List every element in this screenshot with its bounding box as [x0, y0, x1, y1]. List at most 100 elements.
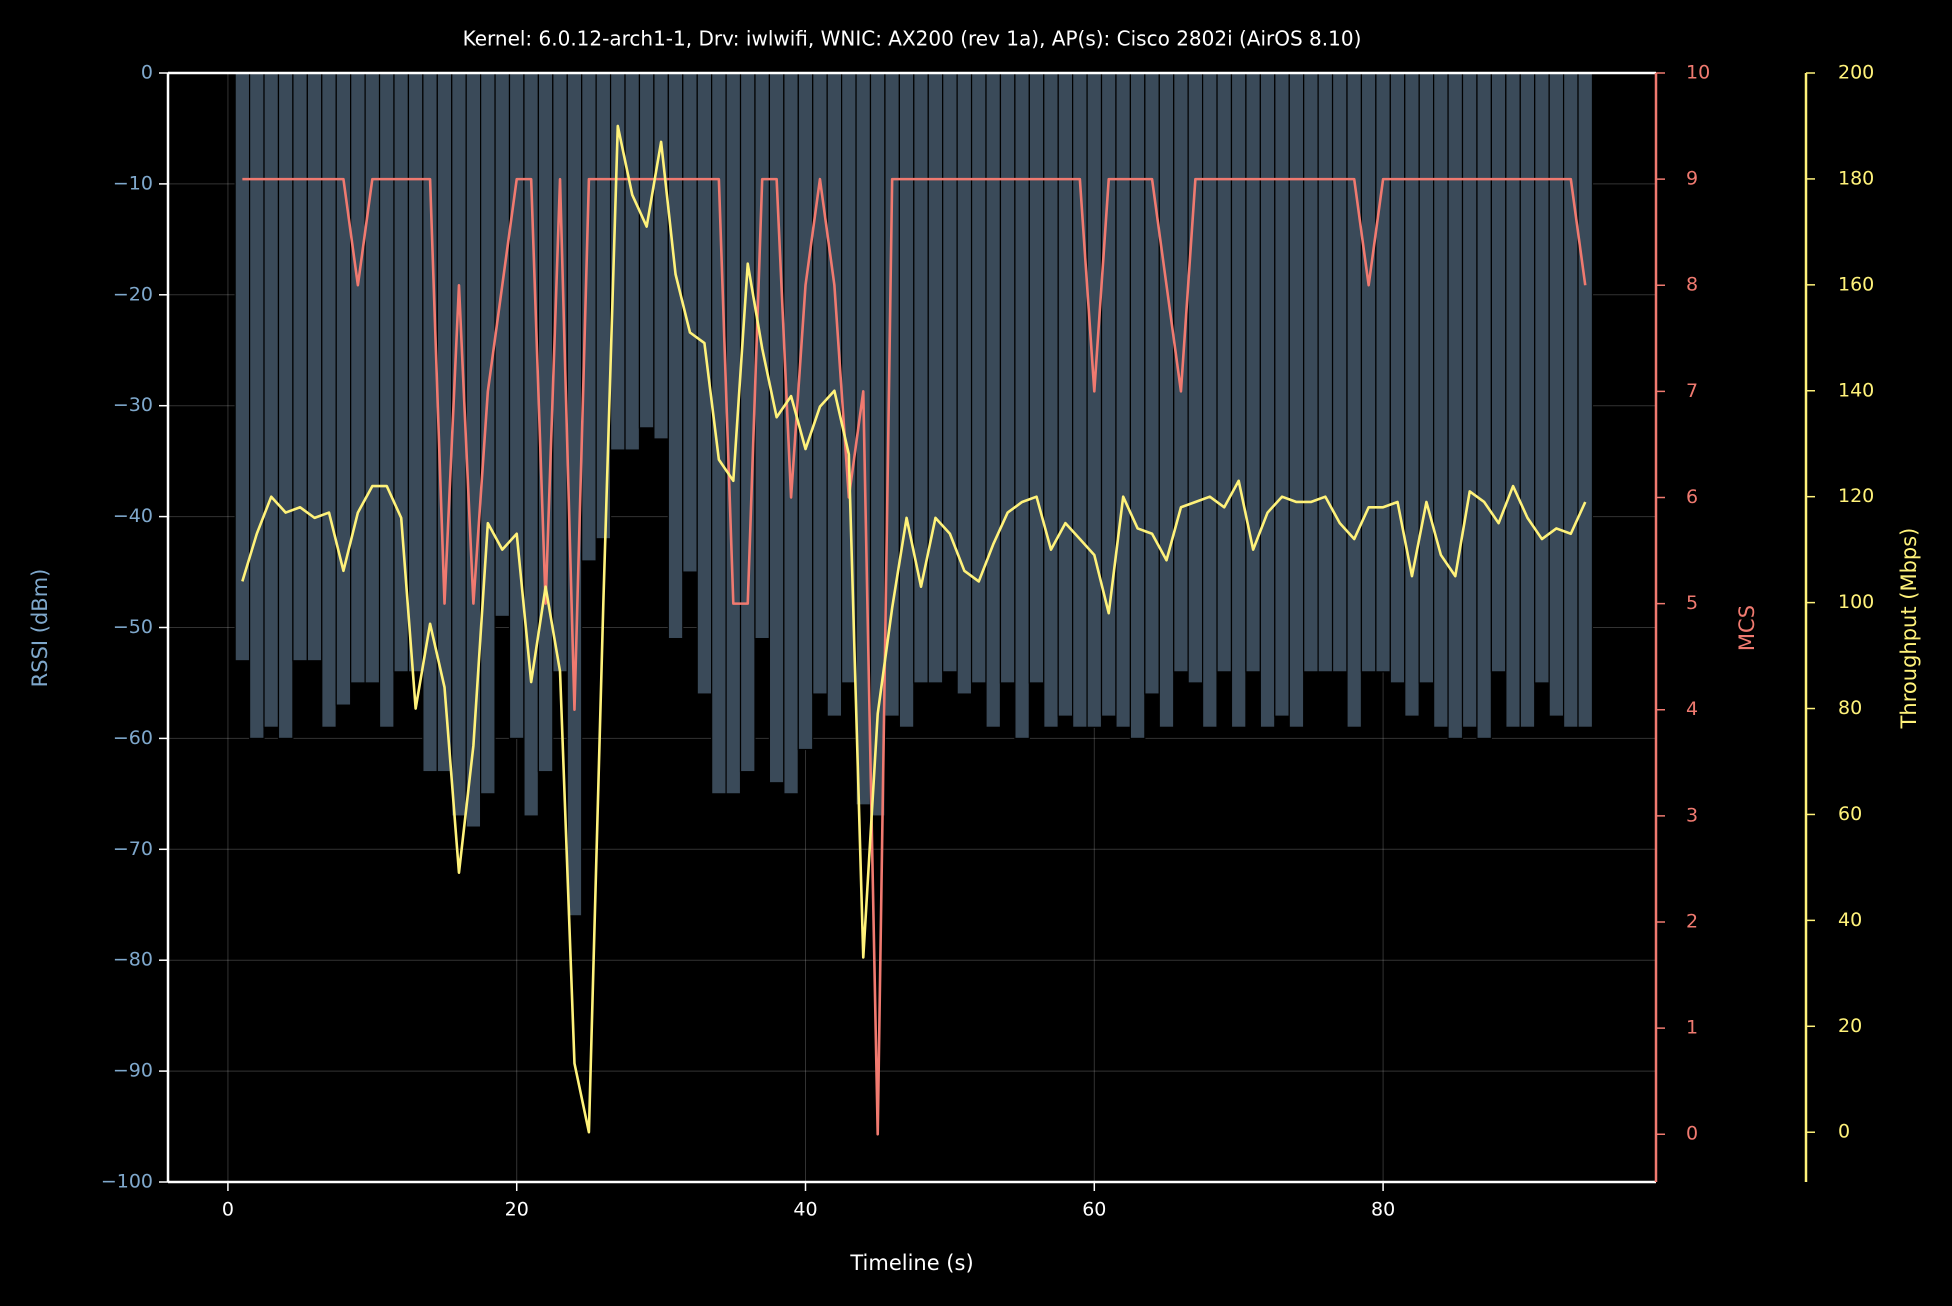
y-tick-label: −60 [113, 727, 153, 749]
bar [913, 72, 929, 684]
bar [985, 72, 1002, 728]
y2-tick-label: 8 [1686, 274, 1698, 296]
bar [1360, 72, 1377, 673]
y3-tick-label: 140 [1838, 379, 1874, 401]
bar [263, 72, 280, 728]
bar [624, 72, 641, 451]
bar [638, 72, 655, 429]
bar [1404, 72, 1420, 717]
bar [667, 72, 684, 640]
bar [898, 72, 915, 728]
bar [407, 72, 424, 673]
y3-tick-label: 60 [1838, 803, 1862, 825]
y3-tick-label: 200 [1838, 62, 1874, 84]
bar [1389, 72, 1406, 684]
y2-tick-label: 4 [1686, 698, 1698, 720]
x-tick-label: 80 [1371, 1199, 1395, 1221]
bar [1014, 72, 1030, 740]
y2-tick-label: 3 [1686, 804, 1698, 826]
y-tick-label: −40 [113, 505, 153, 527]
bar [335, 72, 352, 706]
y3-tick-label: 160 [1838, 273, 1874, 295]
y2-tick-label: 7 [1686, 380, 1698, 402]
bar [1418, 72, 1435, 684]
y-tick-label: −90 [113, 1060, 153, 1082]
bar [364, 72, 381, 684]
bar [451, 72, 467, 817]
bar [812, 72, 828, 695]
bar [682, 72, 698, 573]
bar [1447, 72, 1464, 740]
chart-title: Kernel: 6.0.12-arch1-1, Drv: iwlwifi, WN… [463, 27, 1362, 51]
bar [1288, 72, 1305, 728]
y-tick-label: −80 [113, 949, 153, 971]
y2-tick-label: 10 [1686, 62, 1710, 84]
bar [970, 72, 987, 684]
y2-tick-label: 1 [1686, 1017, 1698, 1039]
y3-axis-label: Throughput (Mbps) [1897, 528, 1921, 730]
bar [277, 72, 294, 740]
bar [1057, 72, 1074, 717]
bar [422, 72, 438, 773]
y3-tick-label: 180 [1838, 167, 1874, 189]
y2-tick-label: 0 [1686, 1123, 1698, 1145]
bar [1548, 72, 1565, 717]
y2-tick-label: 5 [1686, 592, 1698, 614]
bar [1259, 72, 1276, 728]
y3-tick-label: 20 [1838, 1015, 1862, 1037]
y-tick-label: −10 [113, 172, 153, 194]
bar [1043, 72, 1059, 728]
y-tick-label: −20 [113, 283, 153, 305]
bar [1490, 72, 1507, 673]
x-tick-label: 60 [1082, 1199, 1106, 1221]
bar [1245, 72, 1261, 673]
bar [306, 72, 323, 662]
bar [1216, 72, 1233, 673]
bar [956, 72, 973, 695]
bar [1505, 72, 1521, 728]
bar [480, 72, 496, 795]
bar [1100, 72, 1117, 717]
y-tick-label: −70 [113, 838, 153, 860]
bar [927, 72, 944, 684]
bar [1158, 72, 1175, 728]
y3-tick-label: 100 [1838, 591, 1874, 613]
bar [1144, 72, 1160, 695]
y-tick-label: −30 [113, 394, 153, 416]
y3-tick-label: 120 [1838, 485, 1874, 507]
y-tick-label: −50 [113, 616, 153, 638]
bar [292, 72, 308, 662]
bar [884, 72, 900, 717]
bar [1317, 72, 1334, 673]
y2-tick-label: 2 [1686, 910, 1698, 932]
x-tick-label: 40 [793, 1199, 817, 1221]
bar [1129, 72, 1146, 740]
line [242, 177, 1587, 1136]
y2-axis-label: MCS [1735, 605, 1759, 651]
bar [508, 72, 525, 740]
bar [1534, 72, 1550, 684]
bar [797, 72, 814, 751]
bar [1519, 72, 1536, 728]
bar [1303, 72, 1319, 673]
line [241, 124, 1587, 1134]
y2-tick-label: 9 [1686, 168, 1698, 190]
x-tick-label: 0 [222, 1199, 234, 1221]
bar [234, 72, 251, 662]
bar [1375, 72, 1391, 673]
y2-tick-label: 6 [1686, 486, 1698, 508]
bar [1230, 72, 1247, 728]
bar [1433, 72, 1449, 728]
bar [494, 72, 511, 618]
bar [1187, 72, 1204, 684]
bar [321, 72, 337, 728]
y-tick-label: −100 [101, 1171, 153, 1193]
y3-tick-label: 0 [1838, 1121, 1850, 1143]
bar [1461, 72, 1478, 728]
y-axis-label: RSSI (dBm) [28, 569, 52, 688]
x-axis-label: Timeline (s) [849, 1251, 973, 1275]
bar [1476, 72, 1492, 740]
bar [1086, 72, 1103, 728]
bar [1201, 72, 1218, 728]
